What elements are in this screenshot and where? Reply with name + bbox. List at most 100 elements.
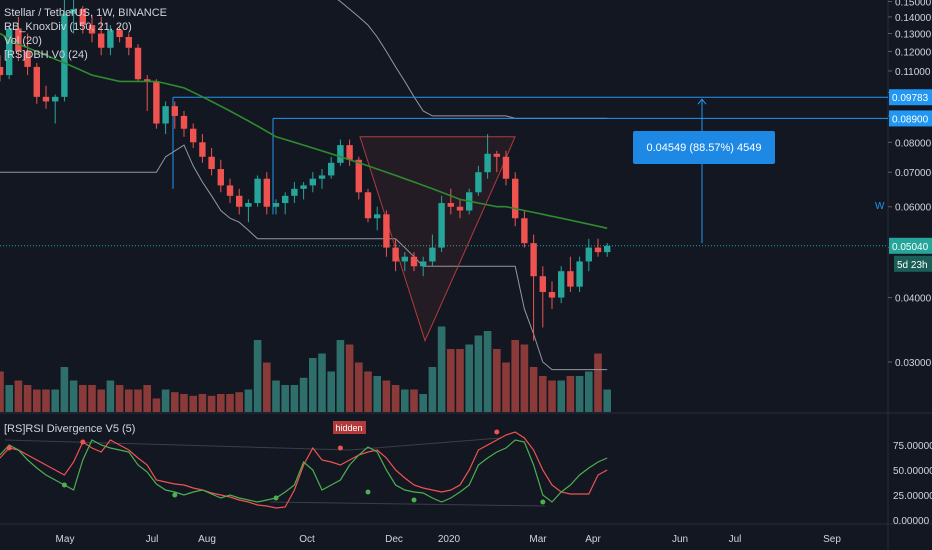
candle-body: [153, 81, 160, 124]
price-tick-label: 0.11000: [895, 67, 931, 78]
candle-body: [484, 153, 491, 173]
volume-bar: [502, 362, 510, 412]
volume-bar: [23, 385, 32, 412]
measure-arrow-head: [697, 98, 707, 105]
price-tick-label: 0.14000: [895, 13, 932, 24]
candle-body: [52, 96, 59, 102]
volume-bar: [419, 394, 427, 412]
candle-body: [0, 66, 4, 76]
volume-bar: [520, 344, 529, 412]
rsi-red-line: [0, 431, 608, 509]
indicator-volume[interactable]: Vol (20): [4, 35, 42, 47]
price-tick-label: 0.13000: [895, 30, 932, 41]
candle-body: [116, 30, 123, 38]
rsi-pivot-dot: [80, 439, 86, 445]
candle-body: [263, 178, 270, 207]
rsi-pivot-dot: [61, 482, 67, 488]
price-tick-label: 0.07000: [895, 168, 932, 179]
divergence-line: [4, 439, 351, 451]
candle-body: [272, 203, 280, 207]
w-label: W: [875, 201, 885, 212]
volume-bar: [60, 367, 69, 412]
candle-body: [70, 9, 77, 14]
upper-band-line: [337, 0, 608, 119]
volume-bar: [235, 392, 243, 412]
candle-body: [337, 145, 344, 163]
volume-bar: [198, 394, 207, 412]
volume-bar: [5, 385, 13, 412]
price-tick-label: 0.15000: [895, 0, 932, 8]
rsi-green-line: [0, 439, 608, 503]
candle-body: [604, 245, 611, 253]
lower-band-line: [0, 144, 608, 371]
candle-body: [61, 13, 68, 97]
hidden-badge-text: hidden: [335, 423, 362, 433]
volume-bar: [42, 389, 50, 412]
time-tick-label: Mar: [529, 534, 547, 545]
candle-body: [493, 153, 500, 157]
volume-bar: [336, 340, 345, 412]
level-1-price-tag-text: 0.09783: [892, 93, 929, 104]
candle-body: [217, 169, 224, 186]
candle-body: [364, 192, 372, 219]
rsi-pivot-dot: [365, 489, 371, 495]
candle-body: [42, 96, 50, 102]
rsi-pivot-dot: [494, 429, 500, 435]
candle-body: [456, 206, 464, 211]
candle-body: [236, 195, 243, 207]
candle-body: [576, 261, 583, 287]
candle-body: [558, 271, 565, 298]
rsi-tick-label: 50.00000: [893, 466, 932, 477]
volume-bar: [207, 395, 216, 412]
candle-body: [199, 142, 206, 157]
volume-bar: [437, 326, 446, 412]
candle-body: [530, 243, 537, 277]
volume-bar: [447, 349, 455, 412]
volume-bar: [125, 389, 133, 412]
rsi-pivot-dot: [337, 445, 343, 451]
time-tick-label: 2020: [438, 534, 461, 545]
volume-bar: [575, 376, 584, 412]
volume-bar: [529, 367, 538, 412]
time-tick-label: Jun: [672, 534, 688, 545]
time-tick-label: Oct: [299, 534, 315, 545]
volume-bar: [97, 389, 105, 412]
rsi-pivot-dot: [172, 492, 178, 498]
volume-bar: [603, 389, 611, 412]
measure-label-box: [633, 131, 775, 164]
volume-bar: [382, 380, 391, 412]
divergence-line: [349, 437, 501, 451]
volume-bar: [161, 389, 170, 412]
candle-body: [548, 292, 556, 298]
volume-bar: [345, 344, 354, 412]
volume-bar: [152, 398, 161, 412]
level-2-price-tag-box: [889, 110, 932, 127]
candle-body: [245, 203, 252, 207]
indicator-knoxdiv[interactable]: RB_KnoxDiv (150, 21, 20): [4, 21, 132, 33]
volume-bar: [106, 380, 115, 412]
candle-body: [383, 214, 390, 248]
volume-bar: [428, 367, 437, 412]
candle-body: [162, 106, 169, 124]
volume-bar: [465, 344, 473, 412]
candle-body: [567, 271, 574, 287]
rsi-pivot-dot: [411, 497, 417, 503]
countdown-text: 5d 23h: [897, 260, 928, 271]
time-tick-label: Apr: [585, 534, 601, 545]
time-tick-label: Dec: [385, 534, 403, 545]
price-tick-label: 0.03000: [895, 358, 932, 369]
rsi-title: [RS]RSI Divergence V5 (5): [4, 423, 135, 435]
volume-bar: [143, 385, 151, 412]
volume-bar: [299, 377, 308, 412]
candle-body: [171, 106, 178, 116]
volume-bar: [14, 380, 23, 412]
indicator-dbh[interactable]: [RS]DBH.V0 (24): [4, 49, 88, 61]
candle-body: [521, 218, 528, 244]
symbol-title[interactable]: Stellar / TetherUS, 1W, BINANCE: [4, 7, 168, 19]
volume-bar: [373, 376, 381, 412]
candle-body: [125, 37, 132, 48]
volume-bar: [263, 362, 271, 412]
hidden-badge-box: [333, 421, 366, 434]
